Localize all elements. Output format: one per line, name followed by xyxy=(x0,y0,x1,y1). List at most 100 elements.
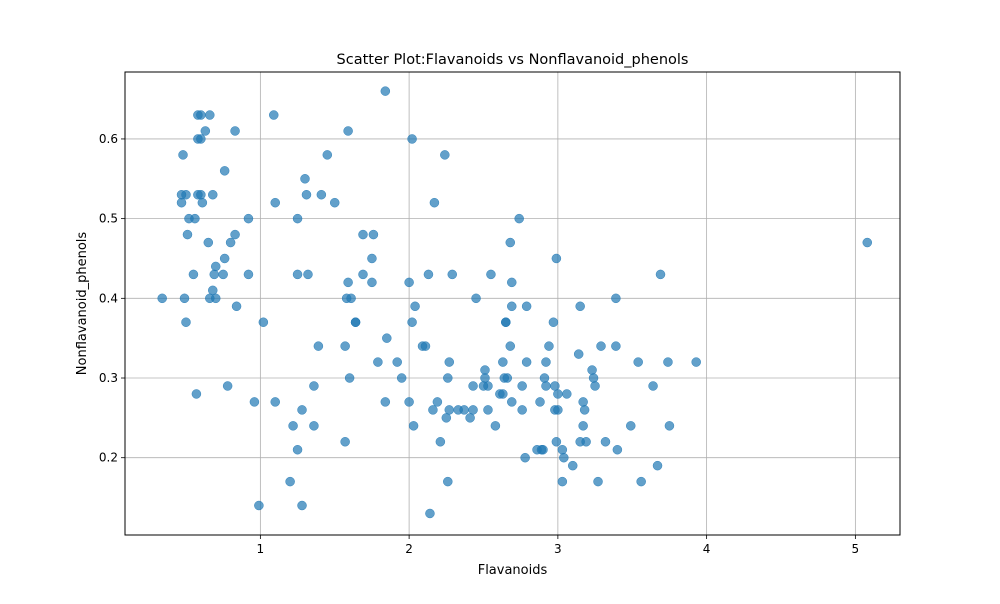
data-point xyxy=(301,189,312,200)
x-tick-label: 4 xyxy=(703,542,711,556)
data-point xyxy=(664,421,675,431)
data-point xyxy=(230,229,240,240)
data-point xyxy=(483,381,493,391)
data-point xyxy=(444,357,455,367)
y-axis-ticks: 0.2 0.3 0.4 0.5 0.6 xyxy=(99,132,125,465)
data-point xyxy=(443,373,453,383)
data-point xyxy=(505,341,516,351)
y-tick-label: 0.6 xyxy=(99,132,118,146)
data-point xyxy=(243,213,254,224)
data-point xyxy=(480,365,490,375)
data-point xyxy=(368,229,379,240)
data-point xyxy=(636,476,646,487)
data-point xyxy=(230,126,240,136)
data-point xyxy=(303,269,313,280)
data-point xyxy=(691,357,701,367)
data-point xyxy=(573,349,584,359)
data-point xyxy=(358,269,368,280)
data-point xyxy=(343,277,353,288)
data-point xyxy=(578,421,588,431)
data-point xyxy=(200,126,211,136)
data-point xyxy=(396,373,407,383)
data-point xyxy=(538,444,548,455)
data-point xyxy=(340,341,350,351)
data-point xyxy=(444,405,455,415)
data-point xyxy=(553,389,563,399)
data-point xyxy=(292,444,303,455)
plot-frame xyxy=(124,71,901,536)
data-point xyxy=(590,381,600,391)
data-point xyxy=(329,197,340,208)
data-point xyxy=(218,269,228,280)
x-axis-ticks: 1 2 3 4 5 xyxy=(257,535,860,556)
data-point xyxy=(340,437,350,447)
data-point xyxy=(243,269,254,280)
data-point xyxy=(612,444,623,455)
data-point xyxy=(517,381,527,391)
data-point xyxy=(520,452,530,463)
data-point xyxy=(862,237,873,248)
data-point xyxy=(663,357,673,367)
data-point xyxy=(579,405,590,415)
data-point xyxy=(557,444,568,455)
data-point xyxy=(196,189,206,200)
data-point xyxy=(548,317,559,327)
data-point xyxy=(551,437,562,447)
data-point xyxy=(196,110,206,120)
y-tick-label: 0.4 xyxy=(99,291,118,305)
data-point xyxy=(423,269,434,280)
data-point xyxy=(178,150,188,160)
data-point xyxy=(550,381,560,391)
data-point xyxy=(309,421,319,431)
data-point xyxy=(410,301,420,312)
data-point xyxy=(471,293,481,304)
data-point xyxy=(313,341,324,351)
data-point xyxy=(182,229,193,240)
data-point xyxy=(404,277,414,288)
data-point xyxy=(633,357,643,367)
data-point xyxy=(408,421,419,431)
data-point xyxy=(514,213,524,224)
data-point xyxy=(188,269,199,280)
data-point xyxy=(517,405,527,415)
data-point xyxy=(181,317,191,327)
data-point xyxy=(447,269,458,280)
data-point xyxy=(535,397,545,407)
data-point xyxy=(346,293,356,304)
data-point xyxy=(507,277,517,288)
data-point xyxy=(269,110,279,120)
data-point xyxy=(465,413,475,423)
data-point xyxy=(626,421,636,431)
data-point xyxy=(501,317,511,327)
data-point xyxy=(208,189,218,200)
data-point xyxy=(587,365,597,375)
data-point xyxy=(407,317,417,327)
data-point xyxy=(231,301,242,312)
data-point xyxy=(596,341,606,351)
x-tick-label: 1 xyxy=(257,542,265,556)
data-point xyxy=(288,421,298,431)
data-point xyxy=(191,389,202,399)
data-point xyxy=(297,500,307,511)
data-point xyxy=(428,405,438,415)
data-point xyxy=(553,405,563,415)
data-point xyxy=(468,381,478,391)
data-point xyxy=(544,341,554,351)
data-point xyxy=(559,452,569,463)
data-point xyxy=(249,397,260,407)
data-point xyxy=(648,381,658,391)
data-point xyxy=(521,357,532,367)
data-point xyxy=(507,397,517,407)
data-point xyxy=(459,405,469,415)
x-axis-label: Flavanoids xyxy=(478,563,548,578)
data-point xyxy=(539,373,550,383)
data-point xyxy=(420,341,431,351)
x-tick-label: 5 xyxy=(852,542,860,556)
data-point xyxy=(380,86,391,96)
data-point xyxy=(557,476,568,487)
data-point xyxy=(440,150,450,160)
data-point xyxy=(588,373,599,383)
data-point xyxy=(498,389,508,399)
data-point xyxy=(521,301,532,312)
